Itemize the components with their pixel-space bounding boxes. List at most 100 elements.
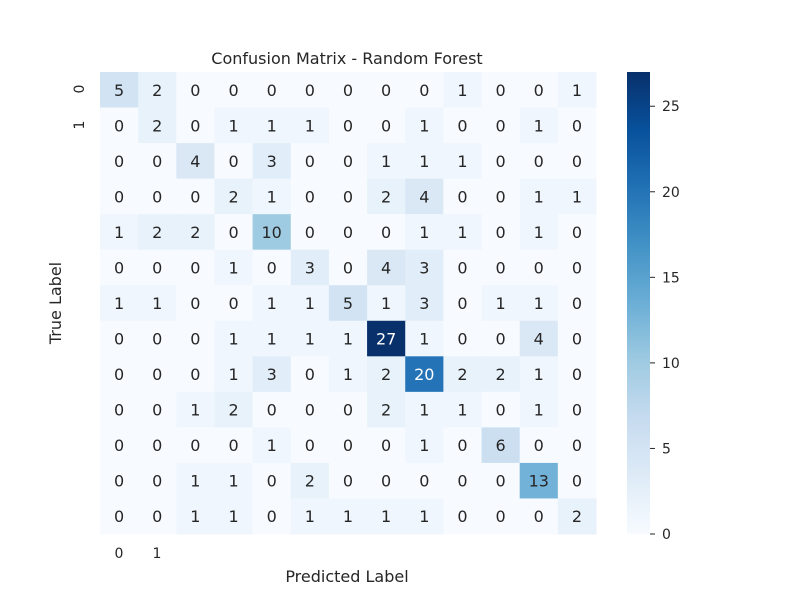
heatmap-cell: [443, 320, 483, 357]
heatmap-cell: [519, 178, 559, 215]
heatmap-cell: [367, 72, 406, 109]
heatmap-cell: [519, 320, 559, 357]
cell-value-label: 0: [190, 81, 200, 100]
cell-value-label: 1: [228, 472, 238, 491]
cell-value-label: 0: [496, 223, 506, 242]
y-tick-label: 0: [72, 85, 88, 94]
heatmap-cell: [214, 498, 254, 535]
colorbar-tick-label: 20: [662, 185, 680, 201]
cell-value-label: 0: [457, 330, 467, 349]
cell-value-label: 0: [305, 365, 315, 384]
cell-value-label: 1: [572, 187, 582, 206]
cell-value-label: 0: [343, 472, 353, 491]
heatmap-cell: [176, 427, 215, 464]
cell-value-label: 4: [190, 152, 200, 171]
cell-value-label: 1: [419, 116, 429, 135]
y-axis-label: True Label: [46, 262, 65, 345]
heatmap-cell: [100, 214, 139, 251]
colorbar-ticks: 0 5 10 15 20 25: [650, 99, 680, 543]
cell-value-label: 2: [152, 116, 162, 135]
cell-value-label: 0: [572, 472, 582, 491]
heatmap-cell: [328, 72, 368, 109]
cell-value-label: 1: [419, 330, 429, 349]
cell-value-label: 0: [267, 472, 277, 491]
heatmap-cell: [443, 356, 483, 393]
cell-value-label: 1: [114, 294, 124, 313]
cell-value-label: 0: [152, 365, 162, 384]
heatmap-cell: [367, 391, 406, 428]
heatmap-cell: [481, 214, 521, 251]
heatmap-cell: [557, 214, 597, 251]
cell-value-label: 1: [305, 116, 315, 135]
heatmap-cells: 5 2 0 0 0 0 0 0 0 1 0 0 10 2 0 1 1 1 0 0 1 0 0 1 00 0 4 0 3 0 0 1 1 1 0 0 00…: [100, 72, 597, 535]
heatmap-cell: [519, 143, 559, 180]
heatmap-cell: [557, 320, 597, 357]
heatmap-cell: [214, 391, 254, 428]
cell-value-label: 1: [305, 507, 315, 526]
heatmap-cell: [443, 143, 483, 180]
cell-value-label: 0: [381, 436, 391, 455]
cell-value-label: 0: [152, 187, 162, 206]
cell-value-label: 3: [419, 294, 429, 313]
cell-value-label: 1: [419, 152, 429, 171]
heatmap-cell: [138, 178, 177, 215]
cell-value-label: 0: [152, 258, 162, 277]
y-axis-ticks: 0 1: [72, 85, 88, 130]
heatmap-cell: [252, 391, 292, 428]
colorbar: 0 5 10 15 20 25: [627, 72, 680, 543]
cell-value-label: 0: [267, 258, 277, 277]
cell-value-label: 0: [190, 365, 200, 384]
cell-value-label: 3: [305, 258, 315, 277]
cell-value-label: 1: [534, 365, 544, 384]
heatmap-cell: [100, 462, 139, 499]
cell-value-label: 0: [114, 472, 124, 491]
cell-value-label: 0: [572, 116, 582, 135]
cell-value-label: 2: [572, 507, 582, 526]
heatmap-cell: [138, 107, 177, 144]
cell-value-label: 6: [496, 436, 506, 455]
heatmap-cell: [405, 427, 444, 464]
cell-value-label: 1: [190, 472, 200, 491]
cell-value-label: 3: [267, 365, 277, 384]
heatmap-cell: [367, 285, 406, 322]
cell-value-label: 0: [228, 152, 238, 171]
cell-value-label: 0: [114, 116, 124, 135]
heatmap-cell: [290, 462, 330, 499]
heatmap-cell: [443, 72, 483, 109]
heatmap-cell: [481, 391, 521, 428]
heatmap-cell: [519, 427, 559, 464]
colorbar-tick-label: 15: [662, 270, 680, 286]
cell-value-label: 1: [267, 294, 277, 313]
heatmap-cell: [290, 249, 330, 286]
x-axis-label: Predicted Label: [285, 567, 408, 586]
heatmap-cell: [519, 498, 559, 535]
heatmap-cell: [328, 427, 368, 464]
cell-value-label: 0: [496, 152, 506, 171]
heatmap-cell: [214, 72, 254, 109]
cell-value-label: 0: [534, 258, 544, 277]
heatmap-cell: [519, 462, 559, 499]
heatmap-cell: [214, 249, 254, 286]
heatmap-cell: [176, 285, 215, 322]
heatmap-cell: [443, 107, 483, 144]
cell-value-label: 1: [267, 116, 277, 135]
heatmap-cell: [405, 214, 444, 251]
heatmap-cell: [214, 107, 254, 144]
heatmap-cell: [252, 72, 292, 109]
heatmap-cell: [100, 427, 139, 464]
heatmap-cell: [252, 249, 292, 286]
cell-value-label: 0: [381, 81, 391, 100]
cell-value-label: 0: [305, 401, 315, 420]
cell-value-label: 2: [457, 365, 467, 384]
heatmap-cell: [481, 498, 521, 535]
heatmap-cell: [405, 107, 444, 144]
cell-value-label: 0: [228, 223, 238, 242]
cell-value-label: 4: [534, 330, 544, 349]
chart-title: Confusion Matrix - Random Forest: [211, 49, 482, 68]
cell-value-label: 0: [496, 81, 506, 100]
cell-value-label: 1: [267, 436, 277, 455]
cell-value-label: 0: [381, 472, 391, 491]
cell-value-label: 0: [457, 472, 467, 491]
heatmap-cell: [367, 498, 406, 535]
heatmap-cell: [138, 143, 177, 180]
